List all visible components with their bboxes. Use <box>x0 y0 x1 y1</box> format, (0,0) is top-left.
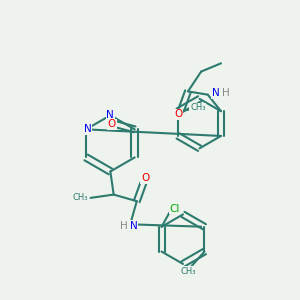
Text: CH₃: CH₃ <box>190 103 206 112</box>
Text: N: N <box>212 88 220 98</box>
Text: N: N <box>130 221 137 231</box>
Text: H: H <box>222 88 230 98</box>
Text: O: O <box>141 173 149 183</box>
Text: N: N <box>106 110 114 120</box>
Text: O: O <box>107 119 116 129</box>
Text: H: H <box>120 221 128 231</box>
Text: O: O <box>174 110 182 119</box>
Text: CH₃: CH₃ <box>73 194 88 202</box>
Text: CH₃: CH₃ <box>180 267 196 276</box>
Text: Cl: Cl <box>169 204 180 214</box>
Text: N: N <box>84 124 92 134</box>
